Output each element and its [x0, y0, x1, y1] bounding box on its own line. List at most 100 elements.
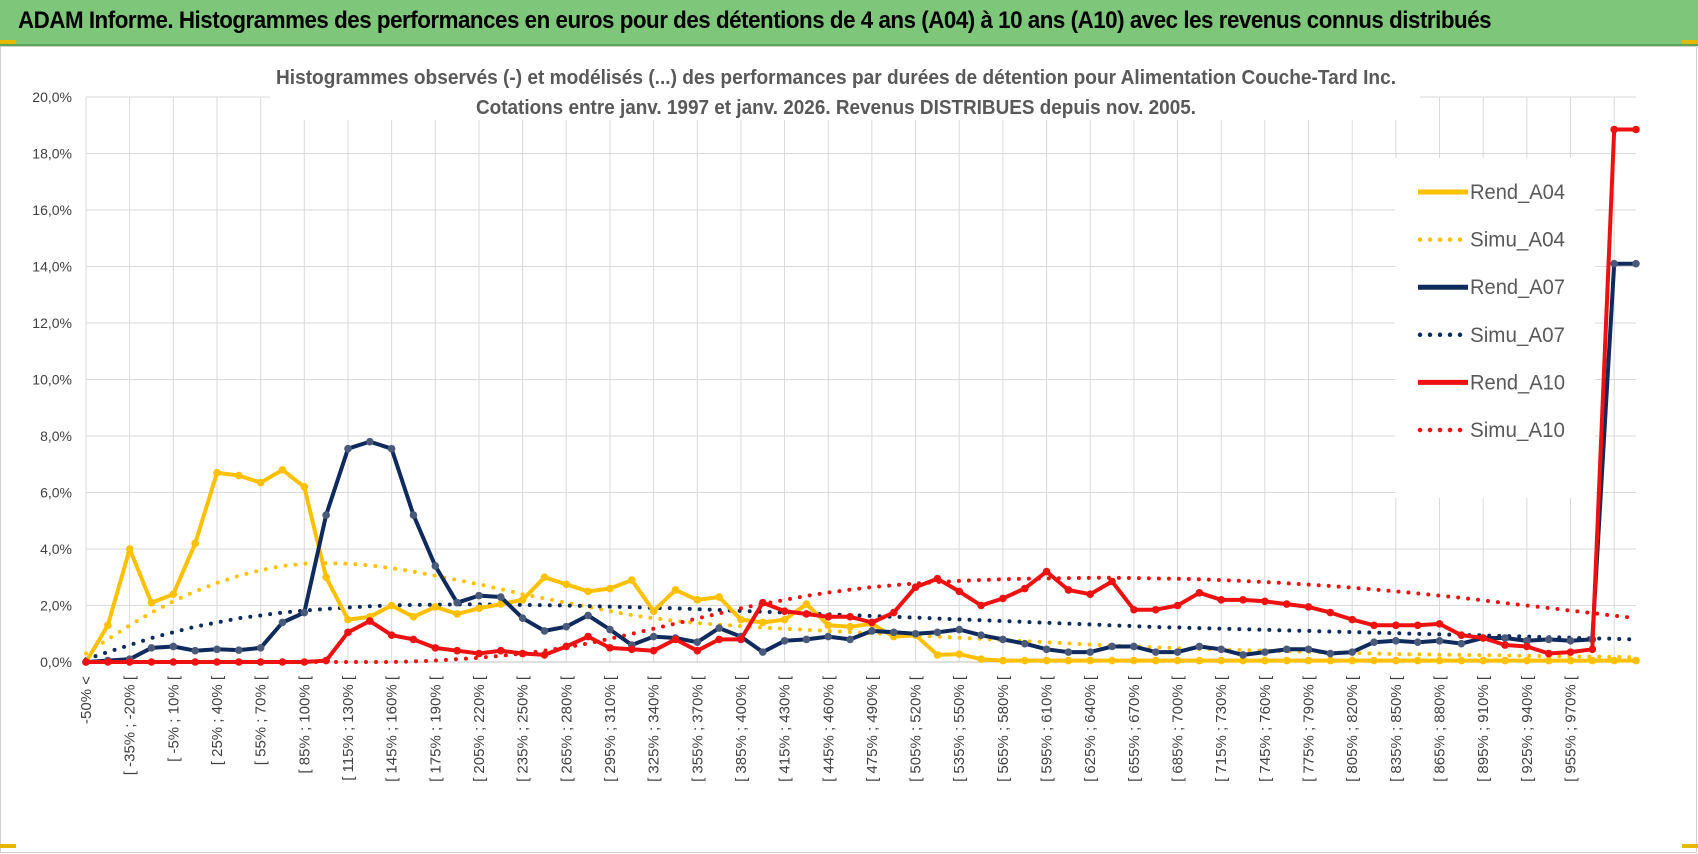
- data-point-rend_a07: [606, 625, 614, 634]
- data-point-rend_a07: [911, 629, 920, 638]
- data-point-rend_a10: [1632, 125, 1640, 134]
- data-point-rend_a04: [1479, 656, 1487, 665]
- data-point-rend_a07: [758, 648, 767, 656]
- data-point-rend_a04: [1282, 656, 1291, 665]
- data-point-rend_a10: [1304, 603, 1313, 611]
- y-tick-label: 18,0%: [32, 146, 72, 162]
- data-point-rend_a04: [1151, 656, 1160, 665]
- x-tick-label: [ -5% ; 10% [: [165, 675, 182, 762]
- data-point-rend_a04: [627, 576, 636, 584]
- x-tick-label: [ 55% ; 70% [: [253, 675, 270, 765]
- data-point-rend_a10: [802, 610, 811, 618]
- data-point-rend_a10: [1370, 621, 1378, 630]
- legend-label-rend_a04: Rend_A04: [1470, 181, 1565, 204]
- data-point-rend_a10: [300, 658, 309, 666]
- data-point-rend_a07: [715, 624, 723, 632]
- histogram-chart: 0,0% 2,0% 4,0% 6,0% 8,0% 10,0% 12,0% 14,0% 16,0%…: [32, 58, 1640, 782]
- x-tick-label: [ 235% ; 250% [: [515, 675, 532, 782]
- data-point-rend_a10: [627, 645, 636, 654]
- data-point-rend_a04: [125, 545, 134, 553]
- data-point-rend_a04: [235, 471, 243, 480]
- data-point-rend_a07: [802, 635, 811, 644]
- data-point-rend_a10: [1151, 605, 1160, 614]
- data-point-rend_a10: [322, 656, 330, 665]
- chart-subtitle: Cotations entre janv. 1997 et janv. 2026…: [476, 97, 1196, 119]
- data-point-rend_a10: [977, 601, 985, 610]
- data-point-rend_a07: [387, 444, 396, 453]
- data-point-rend_a10: [1544, 649, 1553, 658]
- x-tick-label: -50% <: [78, 676, 95, 724]
- data-point-rend_a10: [496, 646, 505, 655]
- data-point-rend_a04: [562, 580, 571, 589]
- data-point-rend_a04: [1042, 656, 1051, 665]
- data-point-rend_a07: [1457, 639, 1466, 648]
- data-point-rend_a10: [191, 658, 199, 666]
- data-point-rend_a04: [671, 586, 680, 594]
- data-point-rend_a07: [300, 608, 309, 617]
- data-point-rend_a07: [584, 611, 592, 620]
- data-point-rend_a07: [1348, 648, 1356, 656]
- data-point-rend_a04: [518, 596, 527, 604]
- x-tick-label: [ 535% ; 550% [: [951, 675, 968, 782]
- data-point-rend_a04: [300, 483, 309, 491]
- data-point-rend_a04: [824, 621, 833, 630]
- data-point-rend_a07: [1130, 642, 1138, 651]
- data-point-rend_a10: [431, 644, 440, 652]
- data-point-rend_a10: [1064, 586, 1073, 594]
- x-tick-label: [ 595% ; 610% [: [1039, 675, 1056, 782]
- data-point-rend_a07: [344, 444, 352, 453]
- y-tick-label: 16,0%: [32, 202, 72, 218]
- data-point-rend_a04: [1326, 656, 1335, 665]
- data-point-rend_a10: [715, 635, 723, 644]
- data-point-rend_a10: [1479, 634, 1487, 642]
- data-point-rend_a07: [256, 644, 265, 652]
- data-point-rend_a10: [737, 635, 745, 644]
- y-tick-label: 4,0%: [40, 541, 72, 557]
- data-point-rend_a07: [366, 437, 374, 446]
- x-tick-label: [ 775% ; 790% [: [1301, 675, 1318, 782]
- data-point-rend_a07: [1304, 645, 1313, 654]
- x-tick-label: [ 715% ; 730% [: [1213, 675, 1230, 782]
- data-point-rend_a10: [584, 632, 592, 641]
- data-point-rend_a10: [235, 658, 243, 666]
- data-point-rend_a10: [1501, 641, 1509, 649]
- data-point-rend_a04: [191, 539, 199, 548]
- data-point-rend_a10: [780, 607, 789, 615]
- data-point-rend_a04: [344, 615, 352, 624]
- data-point-rend_a04: [475, 604, 483, 613]
- data-point-rend_a10: [1086, 590, 1095, 598]
- x-tick-label: [ 445% ; 460% [: [820, 675, 837, 782]
- data-point-rend_a07: [1086, 648, 1095, 656]
- data-point-rend_a10: [147, 658, 156, 666]
- data-point-rend_a04: [1610, 656, 1618, 665]
- data-point-rend_a04: [758, 618, 767, 627]
- data-point-rend_a10: [671, 635, 680, 644]
- data-point-rend_a07: [147, 644, 156, 652]
- legend-label-simu_a07: Simu_A07: [1470, 324, 1565, 347]
- y-tick-label: 0,0%: [40, 654, 72, 670]
- data-point-rend_a10: [82, 658, 90, 666]
- series-line-simu_a07: [84, 602, 1638, 662]
- data-point-rend_a10: [409, 635, 418, 644]
- corner-accent-bottom-right: [1682, 844, 1698, 848]
- data-point-rend_a04: [802, 600, 811, 608]
- data-point-rend_a10: [846, 613, 854, 621]
- y-tick-label: 10,0%: [32, 372, 72, 388]
- data-point-rend_a10: [1392, 621, 1400, 630]
- data-point-rend_a04: [1239, 656, 1247, 665]
- x-tick-label: [ 505% ; 520% [: [908, 675, 925, 782]
- data-point-rend_a04: [737, 615, 745, 624]
- data-point-rend_a07: [977, 631, 985, 639]
- data-point-rend_a04: [780, 615, 789, 624]
- data-point-rend_a10: [911, 583, 920, 591]
- data-point-rend_a07: [169, 642, 178, 651]
- data-point-rend_a07: [1326, 649, 1335, 658]
- data-point-rend_a10: [1457, 631, 1466, 639]
- data-point-rend_a10: [1020, 584, 1029, 593]
- data-point-rend_a10: [1173, 601, 1182, 610]
- data-point-rend_a07: [1239, 651, 1247, 659]
- data-point-rend_a07: [562, 622, 571, 631]
- data-point-rend_a07: [868, 627, 876, 635]
- data-point-rend_a10: [453, 646, 461, 655]
- data-point-rend_a04: [1130, 656, 1138, 665]
